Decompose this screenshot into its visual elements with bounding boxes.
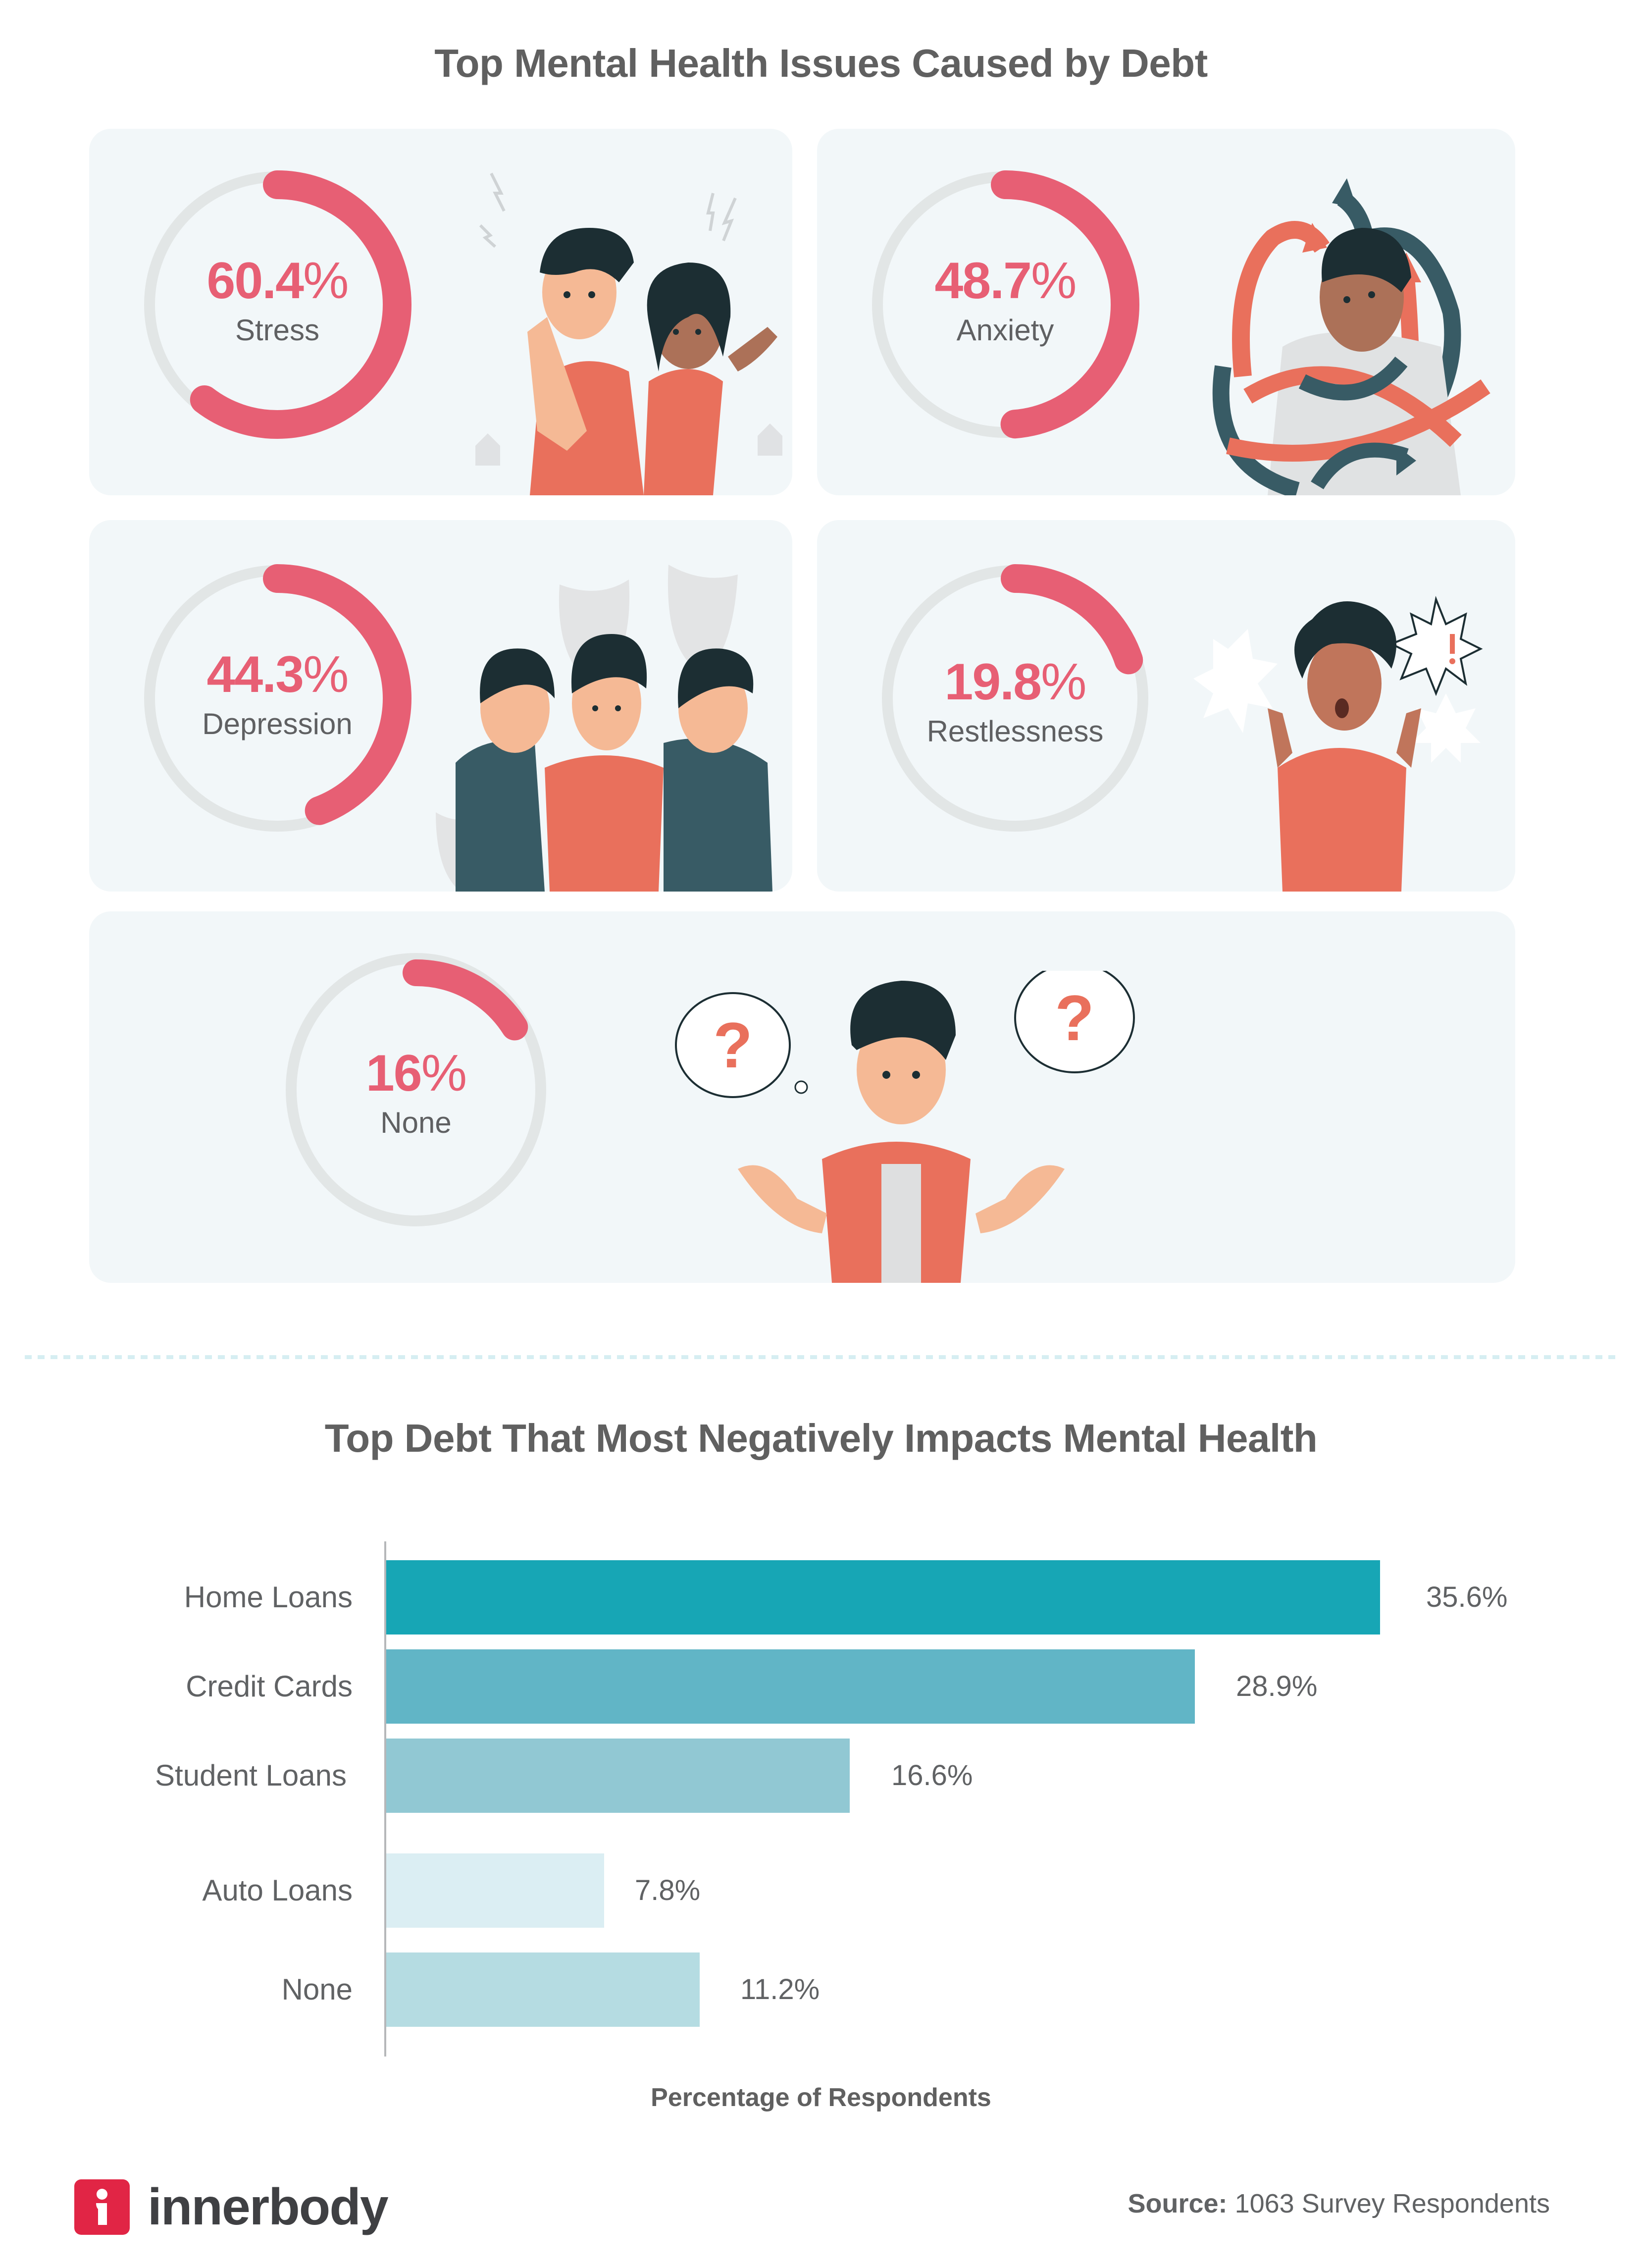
- bar-value-label: 11.2%: [740, 1973, 820, 2005]
- bar-home-loans: [386, 1560, 1380, 1635]
- bar-none: [386, 1952, 700, 2027]
- stat-value: 16: [365, 1045, 422, 1102]
- source-text: 1063 Survey Respondents: [1234, 2189, 1550, 2218]
- source-label: Source:: [1128, 2189, 1228, 2218]
- tangled-arrows-man-illustration: [1198, 168, 1515, 495]
- stat-card-restlessness: 19.8% Restlessness: [817, 520, 1515, 892]
- bar-credit-cards: [386, 1649, 1195, 1724]
- bar-category-label: None: [281, 1973, 353, 2006]
- svg-text:?: ?: [713, 1009, 752, 1081]
- bar-category-label: Auto Loans: [202, 1874, 353, 1907]
- stat-value: 44.3: [206, 646, 304, 703]
- bar-row-none: None 11.2%: [0, 1952, 1642, 2027]
- stat-card-depression: 44.3% Depression: [89, 520, 792, 892]
- bar-category-label: Home Loans: [184, 1581, 353, 1614]
- bar-row-credit-cards: Credit Cards 28.9%: [0, 1649, 1642, 1724]
- radial-progress-restlessness: 19.8% Restlessness: [867, 550, 1164, 847]
- stat-value: 19.8: [944, 653, 1042, 711]
- y-axis-line: [384, 1541, 386, 2057]
- section-divider: [25, 1355, 1617, 1359]
- shouting-woman-alerts-illustration: [1193, 570, 1510, 892]
- bar-row-home-loans: Home Loans 35.6%: [0, 1560, 1642, 1635]
- bar-row-student-loans: Student Loans 16.6%: [0, 1739, 1642, 1813]
- stat-card-none: 16% None ? ?: [89, 911, 1515, 1283]
- bar-row-auto-loans: Auto Loans 7.8%: [0, 1853, 1642, 1928]
- bar-auto-loans: [386, 1853, 604, 1928]
- stat-card-stress: 60.4% Stress: [89, 129, 792, 495]
- innerbody-logo[interactable]: innerbody: [74, 2178, 389, 2236]
- radial-progress-none: 16% None: [277, 941, 555, 1238]
- svg-text:?: ?: [1055, 982, 1094, 1054]
- stat-label: Depression: [202, 707, 353, 740]
- section-title-debt-types: Top Debt That Most Negatively Impacts Me…: [324, 1416, 1318, 1460]
- bar-category-label: Credit Cards: [186, 1670, 353, 1703]
- radial-progress-depression: 44.3% Depression: [129, 550, 426, 847]
- bar-student-loans: [386, 1739, 850, 1813]
- radial-progress-anxiety: 48.7% Anxiety: [857, 156, 1154, 453]
- source-credit: Source: 1063 Survey Respondents: [1128, 2188, 1550, 2219]
- radial-progress-stress: 60.4% Stress: [129, 156, 426, 453]
- bar-value-label: 35.6%: [1426, 1581, 1508, 1613]
- bar-value-label: 28.9%: [1236, 1670, 1318, 1702]
- stat-card-anxiety: 48.7% Anxiety: [817, 129, 1515, 495]
- logo-i-icon: [74, 2179, 130, 2235]
- stat-label: Anxiety: [956, 314, 1054, 347]
- stressed-couple-illustration: [465, 168, 782, 495]
- stat-label: Stress: [235, 314, 320, 347]
- section-title-mental-health: Top Mental Health Issues Caused by Debt: [434, 41, 1208, 85]
- three-women-masks-illustration: [436, 560, 792, 892]
- stat-value: 48.7: [934, 252, 1032, 310]
- bar-value-label: 7.8%: [635, 1874, 701, 1906]
- stat-value: 60.4: [206, 252, 304, 310]
- stat-label: None: [380, 1106, 452, 1139]
- bar-value-label: 16.6%: [891, 1759, 973, 1792]
- shrugging-man-question-marks-illustration: ? ?: [673, 962, 1149, 1283]
- brand-name: innerbody: [148, 2178, 389, 2236]
- stat-label: Restlessness: [926, 715, 1104, 748]
- x-axis-label: Percentage of Respondents: [651, 2083, 991, 2112]
- bar-category-label: Student Loans: [155, 1759, 347, 1792]
